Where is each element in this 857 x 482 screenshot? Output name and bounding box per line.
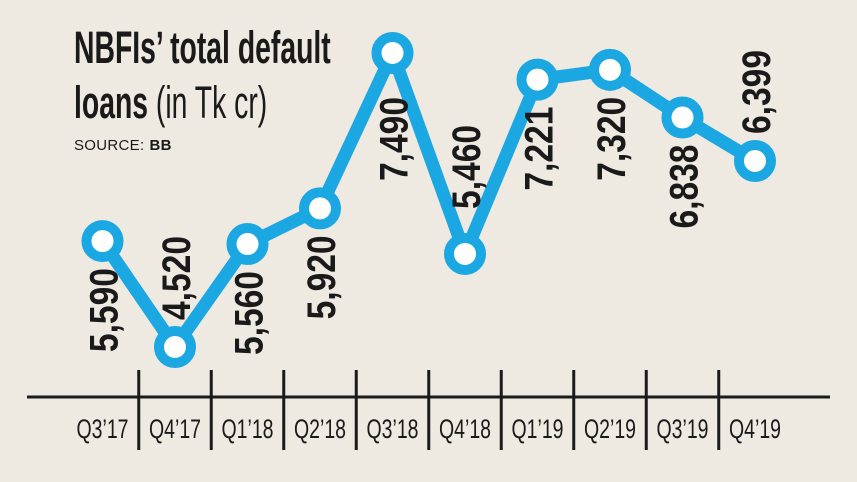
data-point-marker — [81, 220, 124, 263]
trend-line — [96, 46, 762, 354]
x-axis-label: Q3’17 — [77, 414, 129, 444]
data-point-marker — [589, 48, 631, 91]
data-point-value-label: 6,399 — [735, 50, 779, 134]
data-point-value-label: 7,320 — [590, 97, 634, 181]
data-point-value-label: 6,838 — [663, 145, 707, 229]
x-axis-label: Q1’18 — [222, 414, 274, 444]
source-line: SOURCE: BB — [74, 137, 172, 154]
data-point-marker — [299, 187, 341, 230]
data-point-marker — [371, 32, 414, 74]
data-point-marker — [516, 58, 559, 101]
x-axis-label: Q4’18 — [439, 414, 491, 444]
data-point-value-label: 5,460 — [445, 125, 489, 209]
data-point-value-label: 7,490 — [373, 97, 417, 181]
chart-title-unit: (in Tk cr) — [148, 77, 268, 128]
source-label: SOURCE: — [74, 137, 145, 154]
chart-title-line1: NBFIs’ total default — [74, 22, 331, 73]
data-point-value-label: 5,560 — [228, 271, 272, 355]
title-block: NBFIs’ total default loans (in Tk cr) — [74, 20, 331, 130]
source-value: BB — [149, 137, 172, 154]
chart-title-line2: loans (in Tk cr) — [74, 75, 331, 130]
data-point-marker — [444, 232, 486, 275]
data-point-value-label: 5,920 — [300, 235, 344, 319]
x-axis-label: Q2’18 — [294, 414, 346, 444]
x-axis-label: Q4’19 — [729, 414, 781, 444]
data-point-marker — [661, 96, 704, 139]
x-axis-label: Q1’19 — [512, 414, 564, 444]
x-axis-label: Q2’19 — [584, 414, 636, 444]
data-point-marker — [226, 223, 269, 266]
data-point-value-label: 4,520 — [155, 236, 199, 320]
chart-title-line2-bold: loans — [74, 77, 149, 128]
x-axis-label: Q4’17 — [149, 414, 201, 444]
data-point-value-label: 7,221 — [518, 107, 562, 191]
x-axis-label: Q3’19 — [657, 414, 709, 444]
x-axis-label: Q3’18 — [367, 414, 419, 444]
data-point-marker — [734, 139, 776, 182]
data-point-marker — [154, 326, 196, 368]
data-point-value-label: 5,590 — [83, 268, 127, 352]
